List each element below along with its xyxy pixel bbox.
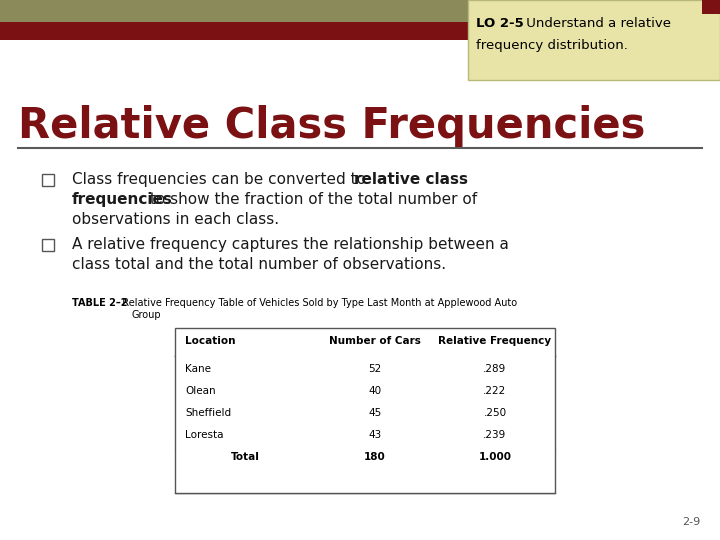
Text: 43: 43 [369, 430, 382, 440]
Bar [0, 22, 720, 40]
Text: .222: .222 [483, 386, 507, 396]
Text: Total: Total [230, 452, 259, 462]
Text: LO 2-5: LO 2-5 [476, 17, 523, 30]
Text: Loresta: Loresta [185, 430, 223, 440]
Text: to show the fraction of the total number of: to show the fraction of the total number… [145, 192, 477, 207]
Bar [702, 0, 720, 14]
Text: Location: Location [185, 336, 235, 346]
Text: 40: 40 [369, 386, 382, 396]
Text: class total and the total number of observations.: class total and the total number of obse… [72, 257, 446, 272]
Text: Sheffield: Sheffield [185, 408, 231, 418]
Text: Olean: Olean [185, 386, 215, 396]
Text: 1.000: 1.000 [479, 452, 511, 462]
Text: Number of Cars: Number of Cars [329, 336, 421, 346]
Text: Relative Class Frequencies: Relative Class Frequencies [18, 105, 645, 147]
Text: A relative frequency captures the relationship between a: A relative frequency captures the relati… [72, 237, 509, 252]
Bar [468, 0, 720, 80]
Text: observations in each class.: observations in each class. [72, 212, 279, 227]
Text: Group: Group [132, 310, 161, 320]
Text: 180: 180 [364, 452, 386, 462]
Text: Kane: Kane [185, 364, 211, 374]
Text: Relative Frequency: Relative Frequency [438, 336, 552, 346]
Text: Understand a relative: Understand a relative [522, 17, 671, 30]
Text: Relative Frequency Table of Vehicles Sold by Type Last Month at Applewood Auto: Relative Frequency Table of Vehicles Sol… [116, 298, 517, 308]
Text: frequency distribution.: frequency distribution. [476, 39, 628, 52]
Bar [175, 328, 555, 493]
Text: .250: .250 [483, 408, 507, 418]
Text: 45: 45 [369, 408, 382, 418]
Bar [42, 174, 54, 186]
Bar [42, 239, 54, 251]
Text: 2-9: 2-9 [682, 517, 700, 527]
Text: frequencies: frequencies [72, 192, 173, 207]
Text: relative class: relative class [354, 172, 468, 187]
Bar [0, 0, 720, 22]
Text: Class frequencies can be converted to: Class frequencies can be converted to [72, 172, 371, 187]
Text: .289: .289 [483, 364, 507, 374]
Text: TABLE 2–2: TABLE 2–2 [72, 298, 127, 308]
Text: .239: .239 [483, 430, 507, 440]
Text: 52: 52 [369, 364, 382, 374]
